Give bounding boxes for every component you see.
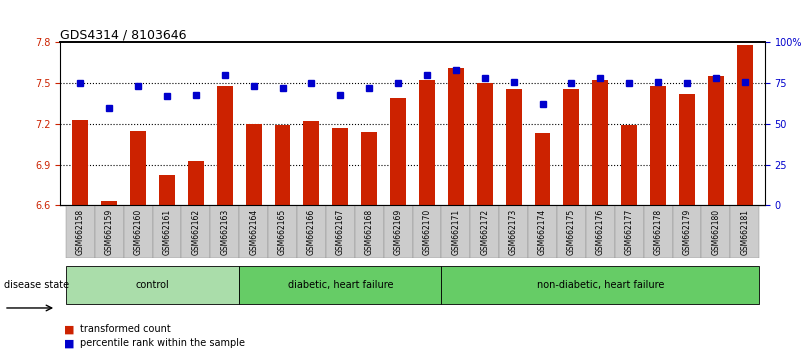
Bar — [477, 83, 493, 205]
Bar — [181, 205, 211, 258]
Bar — [390, 98, 406, 205]
Bar — [130, 131, 146, 205]
Bar — [737, 45, 753, 205]
Text: GSM662167: GSM662167 — [336, 209, 344, 255]
Bar — [614, 205, 644, 258]
Bar — [673, 205, 702, 258]
Text: diabetic, heart failure: diabetic, heart failure — [288, 280, 393, 290]
Text: GSM662170: GSM662170 — [422, 209, 432, 255]
Bar — [66, 205, 95, 258]
Bar — [419, 80, 435, 205]
Bar — [355, 205, 384, 258]
Bar — [528, 205, 557, 258]
Bar — [217, 86, 232, 205]
Text: GSM662168: GSM662168 — [364, 209, 374, 255]
Bar — [332, 128, 348, 205]
Text: GSM662163: GSM662163 — [220, 209, 229, 255]
Bar — [441, 205, 470, 258]
Text: GSM662178: GSM662178 — [654, 209, 662, 255]
Bar — [470, 205, 499, 258]
Bar — [622, 125, 637, 205]
Text: GSM662161: GSM662161 — [163, 209, 171, 255]
Text: GSM662165: GSM662165 — [278, 209, 287, 255]
Bar — [211, 205, 239, 258]
Bar — [95, 205, 123, 258]
Bar — [152, 205, 181, 258]
Bar — [159, 176, 175, 205]
Bar — [297, 205, 326, 258]
Text: GSM662181: GSM662181 — [740, 209, 749, 255]
Bar — [361, 132, 377, 205]
Bar — [239, 205, 268, 258]
Bar — [304, 121, 320, 205]
Text: ■: ■ — [64, 324, 74, 334]
Bar — [650, 86, 666, 205]
Bar — [384, 205, 413, 258]
Text: GSM662176: GSM662176 — [596, 209, 605, 255]
Bar — [534, 133, 550, 205]
Text: GSM662166: GSM662166 — [307, 209, 316, 255]
Bar — [123, 205, 152, 258]
Bar — [239, 266, 441, 304]
Bar — [557, 205, 586, 258]
Text: GSM662164: GSM662164 — [249, 209, 258, 255]
Text: GSM662162: GSM662162 — [191, 209, 200, 255]
Text: percentile rank within the sample: percentile rank within the sample — [80, 338, 245, 348]
Text: non-diabetic, heart failure: non-diabetic, heart failure — [537, 280, 664, 290]
Text: GSM662169: GSM662169 — [393, 209, 403, 255]
Bar — [505, 88, 521, 205]
Bar — [679, 94, 695, 205]
Text: GSM662160: GSM662160 — [134, 209, 143, 255]
Text: GSM662158: GSM662158 — [76, 209, 85, 255]
Bar — [644, 205, 673, 258]
Bar — [413, 205, 441, 258]
Bar — [702, 205, 731, 258]
Text: GSM662175: GSM662175 — [567, 209, 576, 255]
Bar — [72, 120, 88, 205]
Bar — [275, 125, 291, 205]
Bar — [731, 205, 759, 258]
Text: GDS4314 / 8103646: GDS4314 / 8103646 — [60, 28, 187, 41]
Bar — [326, 205, 355, 258]
Bar — [586, 205, 614, 258]
Bar — [448, 68, 464, 205]
Text: GSM662177: GSM662177 — [625, 209, 634, 255]
Text: ■: ■ — [64, 338, 74, 348]
Bar — [441, 266, 759, 304]
Bar — [563, 88, 579, 205]
Bar — [268, 205, 297, 258]
Text: GSM662173: GSM662173 — [509, 209, 518, 255]
Bar — [499, 205, 528, 258]
Text: GSM662174: GSM662174 — [538, 209, 547, 255]
Text: GSM662172: GSM662172 — [481, 209, 489, 255]
Text: control: control — [135, 280, 169, 290]
Bar — [708, 76, 724, 205]
Text: transformed count: transformed count — [80, 324, 171, 334]
Bar — [188, 160, 203, 205]
Text: GSM662171: GSM662171 — [451, 209, 461, 255]
Text: GSM662179: GSM662179 — [682, 209, 691, 255]
Text: GSM662180: GSM662180 — [711, 209, 720, 255]
Bar — [66, 266, 239, 304]
Bar — [246, 124, 262, 205]
Bar — [593, 80, 608, 205]
Text: GSM662159: GSM662159 — [105, 209, 114, 255]
Text: disease state: disease state — [4, 280, 69, 290]
Bar — [101, 201, 117, 205]
